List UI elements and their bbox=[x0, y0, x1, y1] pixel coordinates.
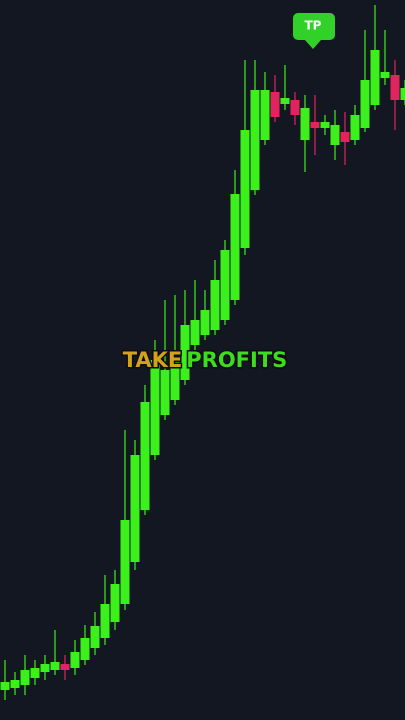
candle-body bbox=[0, 682, 10, 690]
tp-marker: TP bbox=[293, 13, 335, 49]
tp-marker-pointer bbox=[305, 40, 321, 49]
candle-body bbox=[70, 652, 80, 668]
candle-body bbox=[350, 115, 360, 140]
candle-body bbox=[260, 90, 270, 140]
candle-body bbox=[230, 194, 240, 300]
candle-body bbox=[310, 122, 320, 128]
candle-body bbox=[370, 50, 380, 105]
candle-body bbox=[270, 92, 280, 117]
candle-body bbox=[380, 72, 390, 78]
candle-body bbox=[90, 626, 100, 648]
candle-body bbox=[110, 584, 120, 622]
candle-body bbox=[240, 130, 250, 248]
candle-body bbox=[400, 88, 405, 100]
candle-body bbox=[210, 280, 220, 330]
candles bbox=[0, 5, 405, 700]
headline: TAKE PROFITS bbox=[123, 348, 288, 372]
candle-body bbox=[300, 108, 310, 140]
candle-body bbox=[20, 670, 30, 685]
candle-body bbox=[320, 122, 330, 128]
candle-body bbox=[160, 370, 170, 415]
candle-body bbox=[100, 604, 110, 638]
tp-marker-box bbox=[293, 13, 335, 40]
candle-body bbox=[340, 132, 350, 142]
candle-body bbox=[130, 455, 140, 562]
candle-body bbox=[80, 638, 90, 660]
headline-word: PROFITS bbox=[186, 348, 287, 372]
candle-body bbox=[220, 250, 230, 320]
candle-body bbox=[290, 100, 300, 115]
candle-body bbox=[10, 680, 20, 688]
candle-body bbox=[360, 80, 370, 128]
candle-body bbox=[190, 320, 200, 345]
headline-word: TAKE bbox=[123, 348, 183, 372]
candle-body bbox=[200, 310, 210, 335]
candle-body bbox=[30, 668, 40, 678]
candle-body bbox=[140, 402, 150, 510]
candle-body bbox=[150, 360, 160, 455]
candle-body bbox=[60, 664, 70, 670]
candle-body bbox=[170, 352, 180, 400]
candle-body bbox=[50, 662, 60, 670]
tp-marker-label: TP bbox=[305, 19, 322, 33]
candle-body bbox=[280, 98, 290, 104]
candle-body bbox=[330, 125, 340, 145]
candle-body bbox=[250, 90, 260, 190]
candle-body bbox=[40, 664, 50, 672]
candle-body bbox=[120, 520, 130, 604]
candle-body bbox=[390, 75, 400, 100]
candle-body bbox=[180, 325, 190, 380]
